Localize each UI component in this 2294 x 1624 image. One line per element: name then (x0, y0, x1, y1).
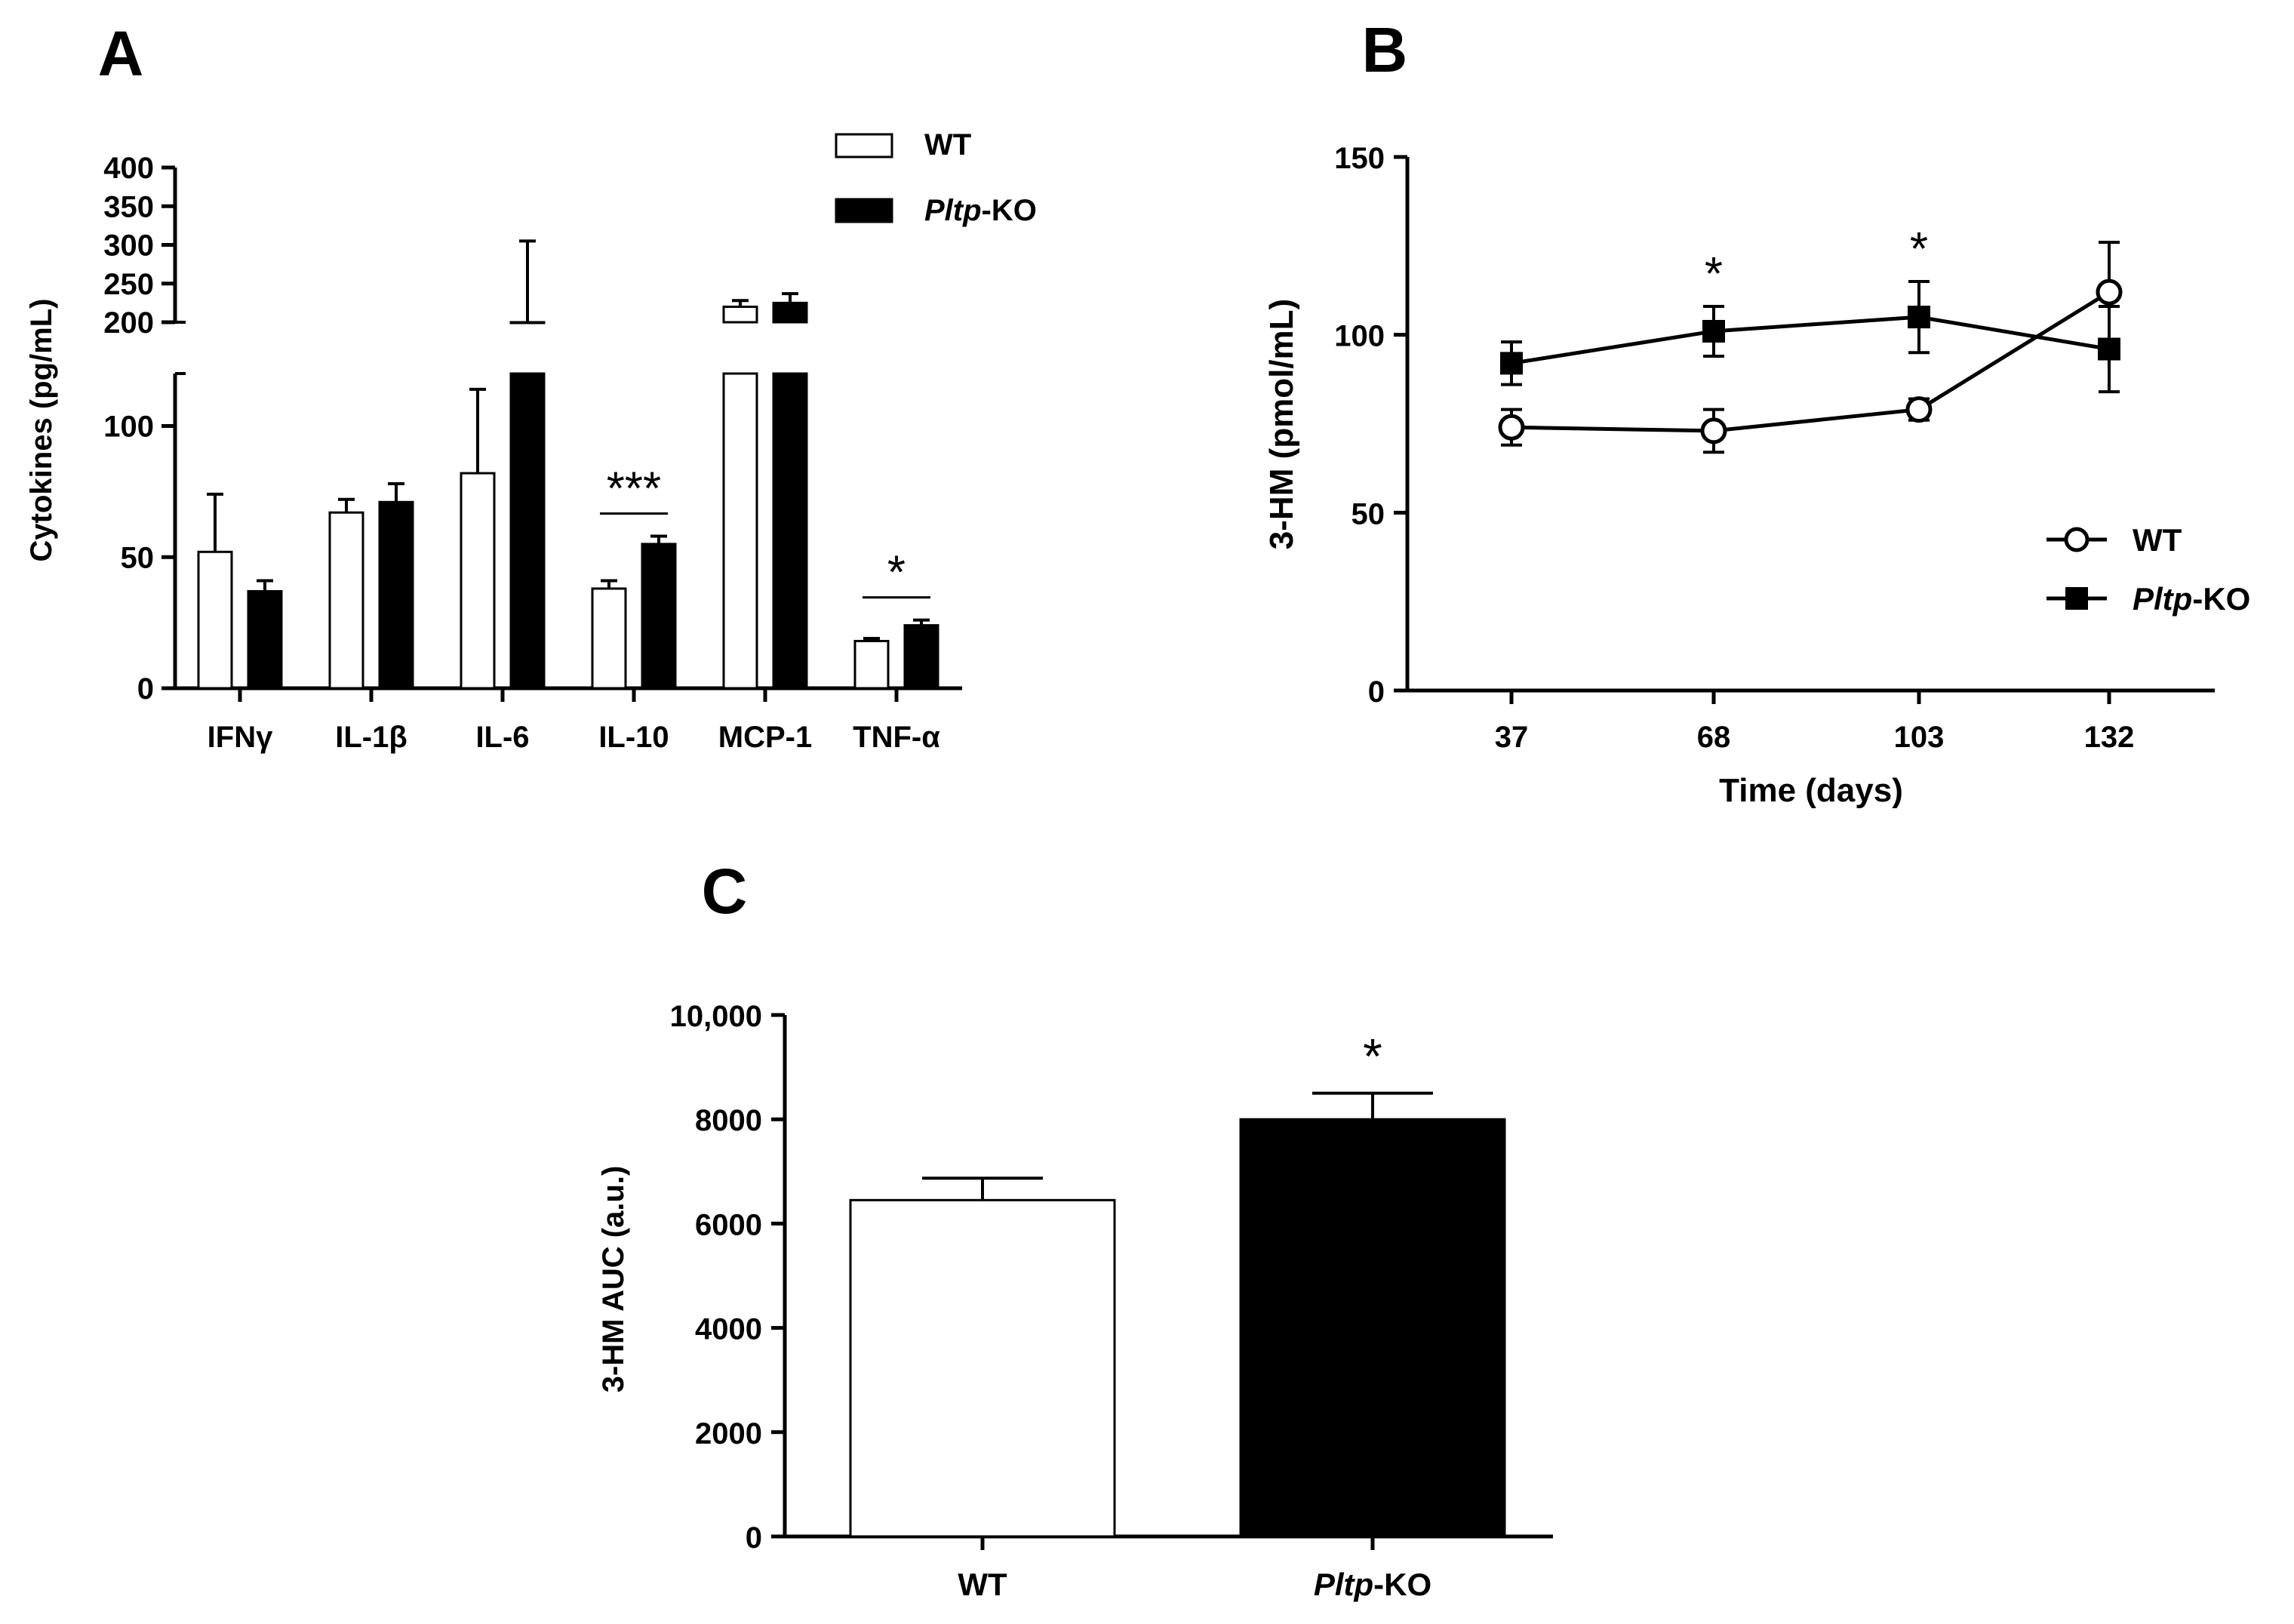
error-bar (922, 1176, 1043, 1201)
error-bar (207, 492, 223, 552)
legend-label-wt: WT (924, 128, 971, 161)
error-bar (601, 579, 617, 589)
y-tick-label: 8000 (695, 1104, 762, 1137)
point-wt-0 (1498, 414, 1525, 441)
x-tick-label: IL-6 (475, 721, 529, 754)
point-wt-2 (1905, 396, 1933, 423)
bar-ko-2-lower (509, 372, 546, 690)
y-tick-label: 0 (746, 1521, 762, 1555)
y-axis-label: Cytokines (pg/mL) (25, 299, 58, 562)
y-tick-label: 100 (1334, 320, 1385, 353)
y-axis-label: 3-HM (pmol/mL) (1263, 299, 1300, 549)
legend-marker-wt (2064, 527, 2090, 552)
error-bar (650, 534, 667, 544)
legend-swatch-ko (835, 198, 893, 223)
y-tick-label: 0 (1368, 675, 1385, 709)
bar-wt-1 (328, 511, 364, 690)
bar-wt-2 (460, 472, 496, 690)
legend-swatch-wt (835, 133, 893, 158)
y-tick-label: 0 (137, 672, 154, 706)
y-tick-label: 6000 (695, 1208, 762, 1241)
panel-b: B 0 50 100 150 37 68 103 132 Time (days) 3-HM (pmo… (1263, 14, 2250, 809)
x-tick-label: MCP-1 (718, 721, 812, 754)
bar-wt-0 (197, 550, 233, 690)
point-ko-1 (1702, 319, 1725, 343)
y-tick-label: 250 (103, 268, 154, 301)
legend-label-ko: Pltp-KO (924, 194, 1037, 227)
significance-star: * (1910, 223, 1928, 275)
panel-label-b: B (1362, 14, 1408, 85)
panel-c: C 0 2000 4000 6000 8000 10,000 3-HM AUC (a.u.) W… (597, 856, 1553, 1602)
error-bar (1312, 1091, 1433, 1120)
panel-a: A 0 50 100 200 250 300 350 400 Cytokines (pg/mL) I… (25, 18, 1037, 754)
bar-ko-2-upper (509, 321, 546, 324)
line-ko (1511, 315, 2110, 365)
significance-star: * (1705, 248, 1723, 300)
y-tick-label: 100 (103, 411, 154, 444)
point-wt-1 (1700, 417, 1727, 444)
bar-ko-5 (903, 624, 939, 690)
point-wt-3 (2096, 278, 2123, 306)
error-bar (257, 579, 273, 592)
bar-wt-4-lower (722, 372, 758, 690)
x-tick-label-ko: Pltp-KO (1314, 1567, 1431, 1602)
line-wt (1511, 290, 2111, 433)
y-axis-label: 3-HM AUC (a.u.) (597, 1166, 630, 1393)
legend-marker-ko (2065, 587, 2088, 610)
y-tick-label: 10,000 (670, 1000, 762, 1033)
x-tick-label: 68 (1697, 721, 1731, 754)
x-tick-label: IL-1β (335, 721, 407, 754)
bar-wt (849, 1198, 1116, 1538)
x-tick-label: IL-10 (598, 721, 669, 754)
error-bar (388, 481, 404, 503)
bar-ko-0 (247, 589, 283, 690)
x-tick-label: 132 (2084, 721, 2135, 754)
bar-wt-3 (591, 587, 627, 690)
y-tick-label: 300 (103, 229, 154, 263)
error-bar (338, 497, 355, 513)
significance-star: * (887, 547, 906, 599)
y-tick-label: 400 (103, 152, 154, 185)
point-ko-0 (1500, 352, 1523, 375)
x-tick-label-wt: WT (958, 1567, 1007, 1602)
error-bar (469, 387, 486, 474)
bar-ko-4-lower (772, 372, 808, 690)
point-ko-2 (1908, 306, 1930, 329)
bar-wt-4-upper (722, 306, 758, 324)
bar-wt-5 (853, 639, 890, 690)
error-bar (732, 299, 749, 307)
bar-ko (1239, 1118, 1506, 1538)
point-ko-3 (2098, 337, 2120, 361)
bar-ko-4-upper (772, 301, 808, 324)
bar-ko-1 (378, 500, 414, 690)
significance-star: *** (607, 463, 661, 515)
x-tick-label: 103 (1894, 721, 1945, 754)
panel-label-c: C (702, 856, 748, 927)
panel-label-a: A (98, 18, 144, 89)
bar-ko-3 (641, 543, 677, 690)
error-bar (519, 239, 536, 322)
legend-label-wt: WT (2133, 522, 2182, 558)
y-tick-label: 4000 (695, 1313, 762, 1346)
y-tick-label: 50 (121, 541, 155, 574)
significance-star: * (1363, 1029, 1382, 1084)
error-bar (782, 292, 798, 303)
x-axis-label: Time (days) (1719, 772, 1903, 809)
y-tick-label: 50 (1351, 497, 1385, 531)
y-tick-label: 350 (103, 190, 154, 223)
legend-label-ko: Pltp-KO (2133, 581, 2250, 617)
x-tick-label: 37 (1495, 721, 1529, 754)
y-tick-label: 200 (103, 306, 154, 340)
x-tick-label: IFNγ (208, 721, 273, 754)
error-bar (913, 618, 930, 626)
error-bar (863, 636, 880, 641)
y-tick-label: 150 (1334, 142, 1385, 175)
y-tick-label: 2000 (695, 1417, 762, 1450)
x-tick-label: TNF-α (853, 721, 940, 754)
